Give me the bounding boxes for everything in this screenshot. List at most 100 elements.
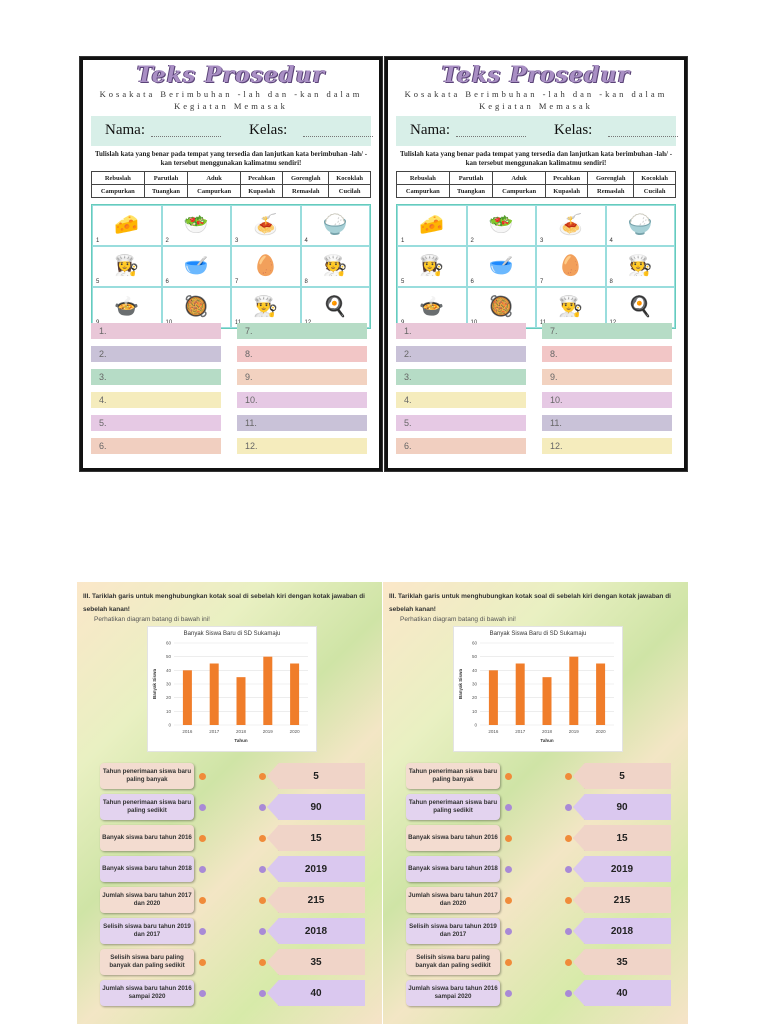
connector-dot-right[interactable]: [565, 866, 572, 873]
answer-field[interactable]: 6.: [396, 438, 526, 454]
chart-instruction: Perhatikan diagram batang di bawah ini!: [94, 616, 210, 623]
question-box[interactable]: Selisih siswa baru tahun 2019 dan 2017: [406, 918, 500, 944]
answer-box[interactable]: 90: [267, 794, 365, 820]
answer-box[interactable]: 40: [573, 980, 671, 1006]
question-box[interactable]: Jumlah siswa baru tahun 2017 dan 2020: [406, 887, 500, 913]
connector-dot-left[interactable]: [199, 866, 206, 873]
connector-dot-left[interactable]: [199, 804, 206, 811]
connector-dot-right[interactable]: [259, 897, 266, 904]
answer-field[interactable]: 2.: [91, 346, 221, 362]
question-line: sebelah kanan!: [83, 606, 130, 613]
answer-field[interactable]: 9.: [542, 369, 672, 385]
bar: [236, 677, 246, 725]
answer-field[interactable]: 5.: [396, 415, 526, 431]
question-box[interactable]: Banyak siswa baru tahun 2018: [406, 856, 500, 882]
connector-dot-left[interactable]: [505, 928, 512, 935]
question-box[interactable]: Banyak siswa baru tahun 2016: [100, 825, 194, 851]
answer-field[interactable]: 4.: [396, 392, 526, 408]
picture-cell: 🍲9: [92, 287, 162, 328]
connector-dot-left[interactable]: [199, 928, 206, 935]
question-box[interactable]: Tahun penerimaan siswa baru paling banya…: [406, 763, 500, 789]
answer-box[interactable]: 90: [573, 794, 671, 820]
connector-dot-right[interactable]: [259, 835, 266, 842]
answer-box[interactable]: 215: [267, 887, 365, 913]
answer-field[interactable]: 6.: [91, 438, 221, 454]
question-box[interactable]: Tahun penerimaan siswa baru paling sedik…: [100, 794, 194, 820]
question-box[interactable]: Selisih siswa baru tahun 2019 dan 2017: [100, 918, 194, 944]
answer-box[interactable]: 40: [267, 980, 365, 1006]
answer-field[interactable]: 11.: [542, 415, 672, 431]
connector-dot-right[interactable]: [259, 959, 266, 966]
question-box[interactable]: Selisih siswa baru paling banyak dan pal…: [100, 949, 194, 975]
question-box[interactable]: Banyak siswa baru tahun 2016: [406, 825, 500, 851]
question-box[interactable]: Selisih siswa baru paling banyak dan pal…: [406, 949, 500, 975]
question-box[interactable]: Jumlah siswa baru tahun 2017 dan 2020: [100, 887, 194, 913]
question-box[interactable]: Jumlah siswa baru tahun 2016 sampai 2020: [100, 980, 194, 1006]
answer-field[interactable]: 7.: [237, 323, 367, 339]
answer-field[interactable]: 1.: [396, 323, 526, 339]
connector-dot-left[interactable]: [505, 835, 512, 842]
word-bank-cell: Aduk: [492, 171, 546, 185]
connector-dot-right[interactable]: [259, 866, 266, 873]
connector-dot-right[interactable]: [565, 773, 572, 780]
answer-box[interactable]: 2019: [267, 856, 365, 882]
connector-dot-right[interactable]: [565, 804, 572, 811]
connector-dot-right[interactable]: [259, 928, 266, 935]
nama-input-line[interactable]: [151, 136, 221, 137]
picture-grid: 🧀1🥗2🍝3🍚4👩‍🍳5🥣6🥚7🧑‍🍳8🍲9🥘10👨‍🍳11🍳12: [91, 204, 371, 329]
connector-dot-right[interactable]: [565, 990, 572, 997]
question-box[interactable]: Tahun penerimaan siswa baru paling sedik…: [406, 794, 500, 820]
answer-field[interactable]: 10.: [542, 392, 672, 408]
answer-field[interactable]: 10.: [237, 392, 367, 408]
answer-box[interactable]: 5: [573, 763, 671, 789]
answer-box[interactable]: 15: [267, 825, 365, 851]
answer-field[interactable]: 9.: [237, 369, 367, 385]
answer-box[interactable]: 35: [573, 949, 671, 975]
connector-dot-left[interactable]: [505, 804, 512, 811]
connector-dot-left[interactable]: [505, 990, 512, 997]
answer-box[interactable]: 15: [573, 825, 671, 851]
question-box[interactable]: Banyak siswa baru tahun 2018: [100, 856, 194, 882]
answer-box[interactable]: 2018: [267, 918, 365, 944]
question-box[interactable]: Jumlah siswa baru tahun 2016 sampai 2020: [406, 980, 500, 1006]
answer-field[interactable]: 12.: [237, 438, 367, 454]
answer-box[interactable]: 5: [267, 763, 365, 789]
answer-field[interactable]: 8.: [237, 346, 367, 362]
answer-field[interactable]: 5.: [91, 415, 221, 431]
connector-dot-right[interactable]: [565, 835, 572, 842]
answer-field[interactable]: 12.: [542, 438, 672, 454]
connector-dot-left[interactable]: [199, 773, 206, 780]
answer-field[interactable]: 2.: [396, 346, 526, 362]
question-box[interactable]: Tahun penerimaan siswa baru paling banya…: [100, 763, 194, 789]
connector-dot-left[interactable]: [505, 866, 512, 873]
connector-dot-left[interactable]: [505, 773, 512, 780]
answer-field[interactable]: 3.: [396, 369, 526, 385]
connector-dot-right[interactable]: [259, 990, 266, 997]
connector-dot-left[interactable]: [505, 959, 512, 966]
kelas-input-line[interactable]: [303, 136, 373, 137]
cooking-picture-icon: 🧑‍🍳: [627, 254, 653, 277]
connector-dot-left[interactable]: [505, 897, 512, 904]
answer-box[interactable]: 2019: [573, 856, 671, 882]
connector-dot-left[interactable]: [199, 835, 206, 842]
connector-dot-right[interactable]: [565, 959, 572, 966]
picture-number: 8: [304, 279, 308, 285]
answer-field[interactable]: 11.: [237, 415, 367, 431]
answer-field[interactable]: 4.: [91, 392, 221, 408]
answer-field[interactable]: 8.: [542, 346, 672, 362]
answer-field[interactable]: 7.: [542, 323, 672, 339]
connector-dot-left[interactable]: [199, 897, 206, 904]
answer-field[interactable]: 3.: [91, 369, 221, 385]
connector-dot-right[interactable]: [565, 928, 572, 935]
kelas-input-line[interactable]: [608, 136, 678, 137]
answer-box[interactable]: 35: [267, 949, 365, 975]
connector-dot-right[interactable]: [259, 804, 266, 811]
answer-box[interactable]: 215: [573, 887, 671, 913]
answer-box[interactable]: 2018: [573, 918, 671, 944]
answer-field[interactable]: 1.: [91, 323, 221, 339]
connector-dot-right[interactable]: [565, 897, 572, 904]
connector-dot-left[interactable]: [199, 990, 206, 997]
nama-input-line[interactable]: [456, 136, 526, 137]
connector-dot-right[interactable]: [259, 773, 266, 780]
connector-dot-left[interactable]: [199, 959, 206, 966]
